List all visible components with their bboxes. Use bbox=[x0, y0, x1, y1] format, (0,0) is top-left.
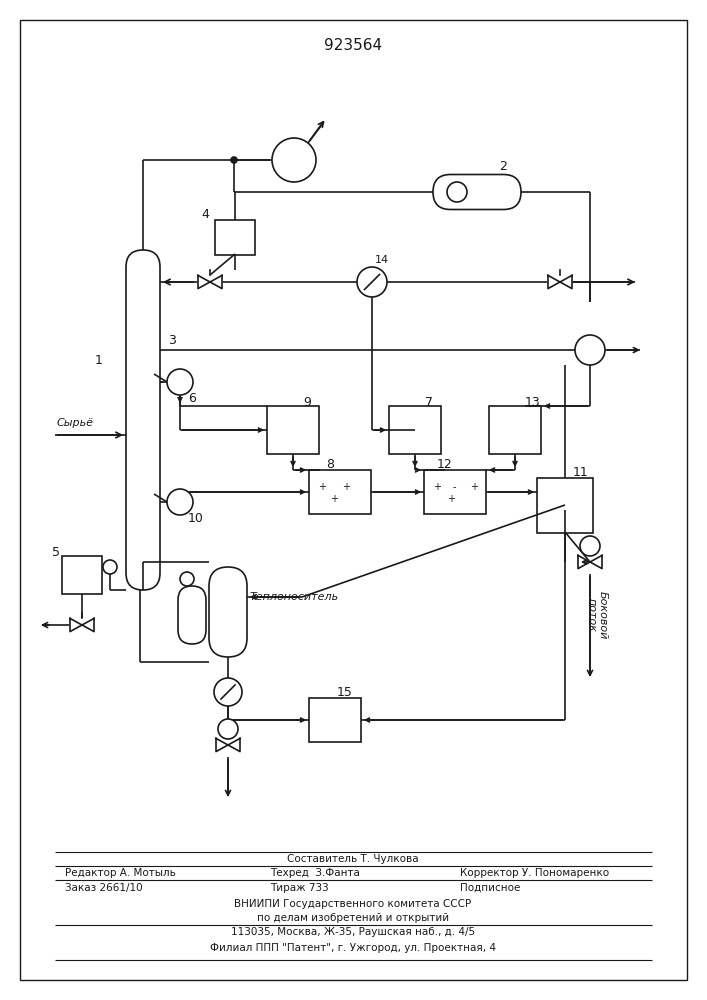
Text: Тираж 733: Тираж 733 bbox=[270, 883, 329, 893]
Text: Техред  З.Фанта: Техред З.Фанта bbox=[270, 868, 360, 878]
Text: +: + bbox=[318, 482, 326, 492]
Circle shape bbox=[167, 369, 193, 395]
Text: 8: 8 bbox=[326, 458, 334, 471]
Circle shape bbox=[167, 489, 193, 515]
Text: Составитель Т. Чулкова: Составитель Т. Чулкова bbox=[287, 854, 419, 864]
FancyBboxPatch shape bbox=[178, 586, 206, 644]
Text: ВНИИПИ Государственного комитета СССР: ВНИИПИ Государственного комитета СССР bbox=[235, 899, 472, 909]
Polygon shape bbox=[560, 275, 572, 289]
Text: +: + bbox=[433, 482, 441, 492]
Text: 7: 7 bbox=[425, 395, 433, 408]
Text: 113035, Москва, Ж-35, Раушская наб., д. 4/5: 113035, Москва, Ж-35, Раушская наб., д. … bbox=[231, 927, 475, 937]
Text: 4: 4 bbox=[201, 209, 209, 222]
Text: Подписное: Подписное bbox=[460, 883, 520, 893]
Text: 15: 15 bbox=[337, 686, 353, 698]
Polygon shape bbox=[548, 275, 560, 289]
Text: 11: 11 bbox=[573, 466, 589, 479]
Text: +: + bbox=[447, 494, 455, 504]
Bar bbox=[215, 220, 255, 254]
Circle shape bbox=[447, 182, 467, 202]
Text: +: + bbox=[470, 482, 478, 492]
Text: 10: 10 bbox=[188, 512, 204, 524]
FancyBboxPatch shape bbox=[433, 174, 521, 210]
Text: 923564: 923564 bbox=[324, 37, 382, 52]
Text: Сырьё: Сырьё bbox=[57, 418, 94, 428]
Polygon shape bbox=[590, 555, 602, 569]
Text: 6: 6 bbox=[188, 391, 196, 404]
Circle shape bbox=[218, 719, 238, 739]
Polygon shape bbox=[228, 738, 240, 752]
Text: Корректор У. Пономаренко: Корректор У. Пономаренко bbox=[460, 868, 609, 878]
Polygon shape bbox=[70, 618, 82, 632]
Circle shape bbox=[357, 267, 387, 297]
Polygon shape bbox=[82, 618, 94, 632]
Polygon shape bbox=[210, 275, 222, 289]
Text: 1: 1 bbox=[95, 354, 103, 366]
Circle shape bbox=[272, 138, 316, 182]
Text: 13: 13 bbox=[525, 395, 541, 408]
FancyBboxPatch shape bbox=[126, 250, 160, 590]
Bar bbox=[424, 470, 486, 514]
Text: -: - bbox=[453, 482, 457, 492]
Text: Редактор А. Мотыль: Редактор А. Мотыль bbox=[65, 868, 176, 878]
Polygon shape bbox=[578, 555, 590, 569]
Polygon shape bbox=[216, 738, 228, 752]
Text: 3: 3 bbox=[168, 334, 176, 347]
Text: Филиал ППП "Патент", г. Ужгород, ул. Проектная, 4: Филиал ППП "Патент", г. Ужгород, ул. Про… bbox=[210, 943, 496, 953]
Bar bbox=[489, 406, 541, 454]
Text: 2: 2 bbox=[499, 159, 507, 172]
Text: +: + bbox=[342, 482, 350, 492]
Text: +: + bbox=[330, 494, 338, 504]
Circle shape bbox=[580, 536, 600, 556]
Bar bbox=[537, 478, 593, 532]
Polygon shape bbox=[198, 275, 210, 289]
Text: 12: 12 bbox=[437, 458, 452, 471]
Circle shape bbox=[231, 157, 237, 163]
Text: 5: 5 bbox=[52, 546, 60, 560]
Text: 14: 14 bbox=[375, 255, 389, 265]
Bar bbox=[389, 406, 441, 454]
Circle shape bbox=[180, 572, 194, 586]
Text: Заказ 2661/10: Заказ 2661/10 bbox=[65, 883, 143, 893]
FancyBboxPatch shape bbox=[209, 567, 247, 657]
Text: Боковой
поток: Боковой поток bbox=[586, 591, 608, 639]
Circle shape bbox=[575, 335, 605, 365]
Text: Теплоноситель: Теплоноситель bbox=[250, 592, 339, 602]
Text: 9: 9 bbox=[303, 395, 311, 408]
Circle shape bbox=[214, 678, 242, 706]
Bar bbox=[309, 470, 371, 514]
Text: по делам изобретений и открытий: по делам изобретений и открытий bbox=[257, 913, 449, 923]
Bar bbox=[267, 406, 319, 454]
Bar bbox=[309, 698, 361, 742]
Circle shape bbox=[103, 560, 117, 574]
Bar bbox=[62, 556, 102, 594]
